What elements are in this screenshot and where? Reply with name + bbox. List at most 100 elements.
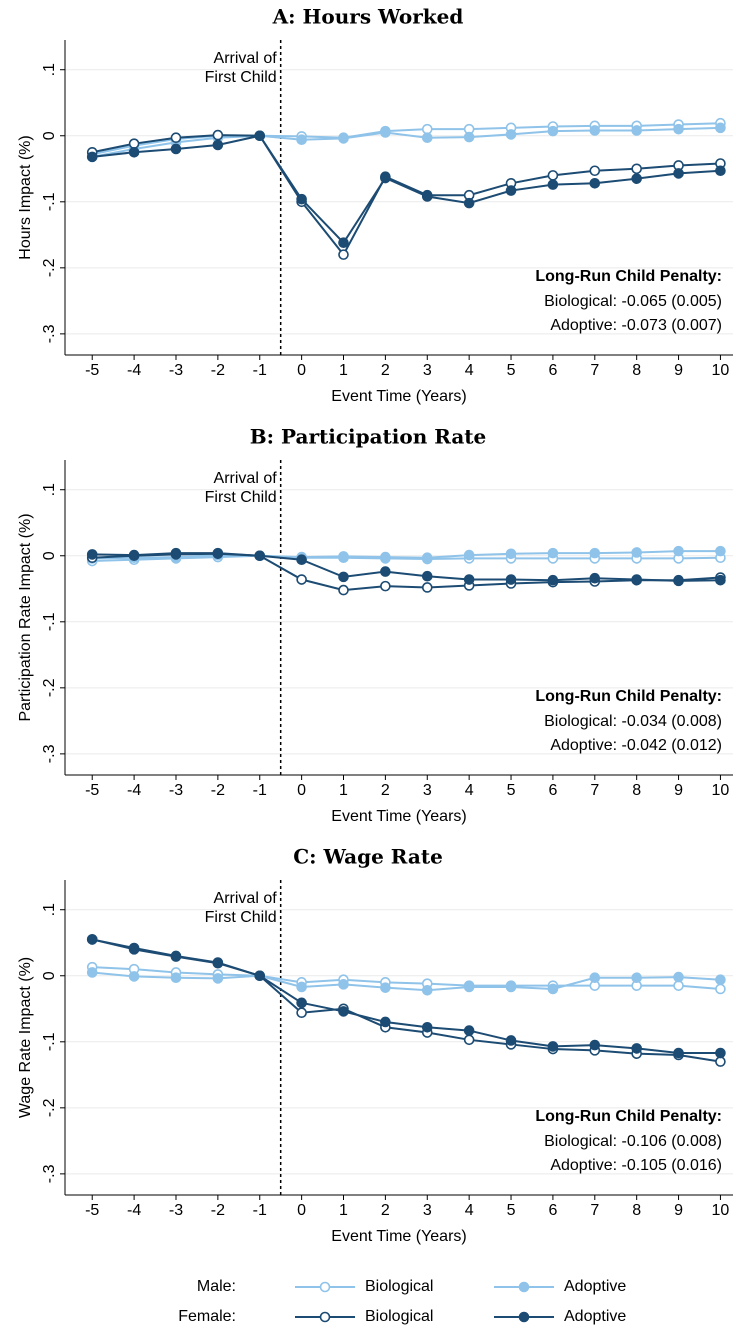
point (380, 566, 391, 577)
point (715, 122, 726, 134)
series-line (92, 134, 721, 245)
point (589, 125, 601, 136)
x-tick-label: 1 (339, 1202, 348, 1219)
point (86, 967, 98, 978)
point (715, 974, 726, 986)
penalty-title: Long-Run Child Penalty: (535, 268, 722, 285)
series-line (92, 552, 721, 582)
y-tick-label: -.3 (41, 744, 58, 763)
event-label: Arrival of (214, 890, 278, 907)
series-line (92, 550, 721, 560)
point (212, 957, 224, 968)
legend-label: Adoptive (564, 1308, 626, 1325)
point (673, 123, 684, 135)
point (421, 984, 433, 996)
penalty-line: Biological: -0.034 (0.008) (544, 713, 722, 730)
series-line (92, 126, 721, 158)
point (170, 132, 182, 144)
legend-label: Biological (365, 1308, 433, 1325)
point (463, 549, 475, 561)
x-tick-label: 3 (423, 362, 432, 379)
x-tick-label: -2 (211, 1202, 225, 1219)
point (338, 133, 349, 144)
point (505, 574, 517, 585)
point (673, 545, 684, 557)
point (589, 972, 601, 984)
point (505, 981, 517, 993)
x-tick-label: 2 (381, 1202, 390, 1219)
series (86, 130, 726, 249)
chart-title: B: Participation Rate (250, 425, 486, 449)
series-line (92, 554, 721, 563)
x-tick-label: 6 (548, 362, 557, 379)
x-tick-label: 9 (674, 782, 683, 799)
y-axis-title: Wage Rate Impact (%) (17, 957, 34, 1118)
legend-marker (518, 1281, 530, 1293)
point (463, 574, 475, 585)
y-tick-label: -.2 (41, 678, 58, 697)
x-tick-label: 9 (674, 1202, 683, 1219)
x-tick-label: 3 (423, 1202, 432, 1219)
plot-area (65, 880, 733, 1195)
x-tick-label: -3 (169, 1202, 183, 1219)
y-tick-label: -.3 (41, 324, 58, 343)
point (505, 185, 517, 196)
event-label: First Child (205, 909, 277, 926)
legend-marker (319, 1311, 331, 1323)
point (296, 193, 307, 205)
legend-marker (518, 1311, 530, 1323)
penalty-line: Biological: -0.106 (0.008) (544, 1133, 722, 1150)
x-tick-label: 9 (674, 362, 683, 379)
point (421, 123, 433, 135)
point (338, 551, 349, 562)
event-label: First Child (205, 69, 277, 86)
y-axis-title: Hours Impact (%) (17, 135, 34, 259)
point (505, 548, 517, 560)
point (212, 139, 224, 151)
y-tick-label: 0 (41, 551, 58, 560)
y-tick-label: .1 (41, 63, 58, 76)
series-line (92, 134, 721, 257)
point (547, 574, 559, 586)
x-tick-label: -4 (127, 782, 141, 799)
penalty-line: Adoptive: -0.073 (0.007) (550, 317, 722, 334)
point (338, 249, 349, 260)
point (128, 138, 140, 149)
point (463, 131, 475, 143)
point (589, 178, 601, 189)
point (380, 580, 391, 592)
point (296, 997, 307, 1009)
point (547, 547, 559, 559)
x-tick-label: -1 (253, 782, 267, 799)
point (547, 179, 559, 190)
chart-title: A: Hours Worked (272, 5, 464, 29)
series (86, 934, 726, 1059)
legend-group: Male: (197, 1278, 236, 1295)
point (254, 970, 266, 982)
point (589, 1039, 601, 1051)
x-axis-title: Event Time (Years) (331, 1228, 466, 1245)
x-tick-label: 6 (548, 1202, 557, 1219)
x-tick-label: 7 (590, 782, 599, 799)
point (505, 1035, 517, 1046)
x-tick-label: 3 (423, 782, 432, 799)
point (421, 1021, 433, 1033)
point (212, 129, 224, 141)
point (715, 1056, 726, 1067)
x-tick-label: 8 (632, 362, 641, 379)
point (421, 552, 433, 564)
point (589, 572, 601, 584)
point (715, 545, 726, 557)
point (631, 1043, 642, 1054)
point (338, 584, 349, 596)
point (254, 550, 266, 562)
point (631, 173, 642, 184)
series-line (92, 971, 721, 992)
x-tick-label: 5 (507, 362, 516, 379)
y-tick-label: .1 (41, 903, 58, 916)
point (631, 163, 642, 175)
point (463, 1034, 475, 1046)
event-label: Arrival of (214, 470, 278, 487)
legend-label: Biological (365, 1278, 433, 1295)
point (589, 165, 601, 177)
